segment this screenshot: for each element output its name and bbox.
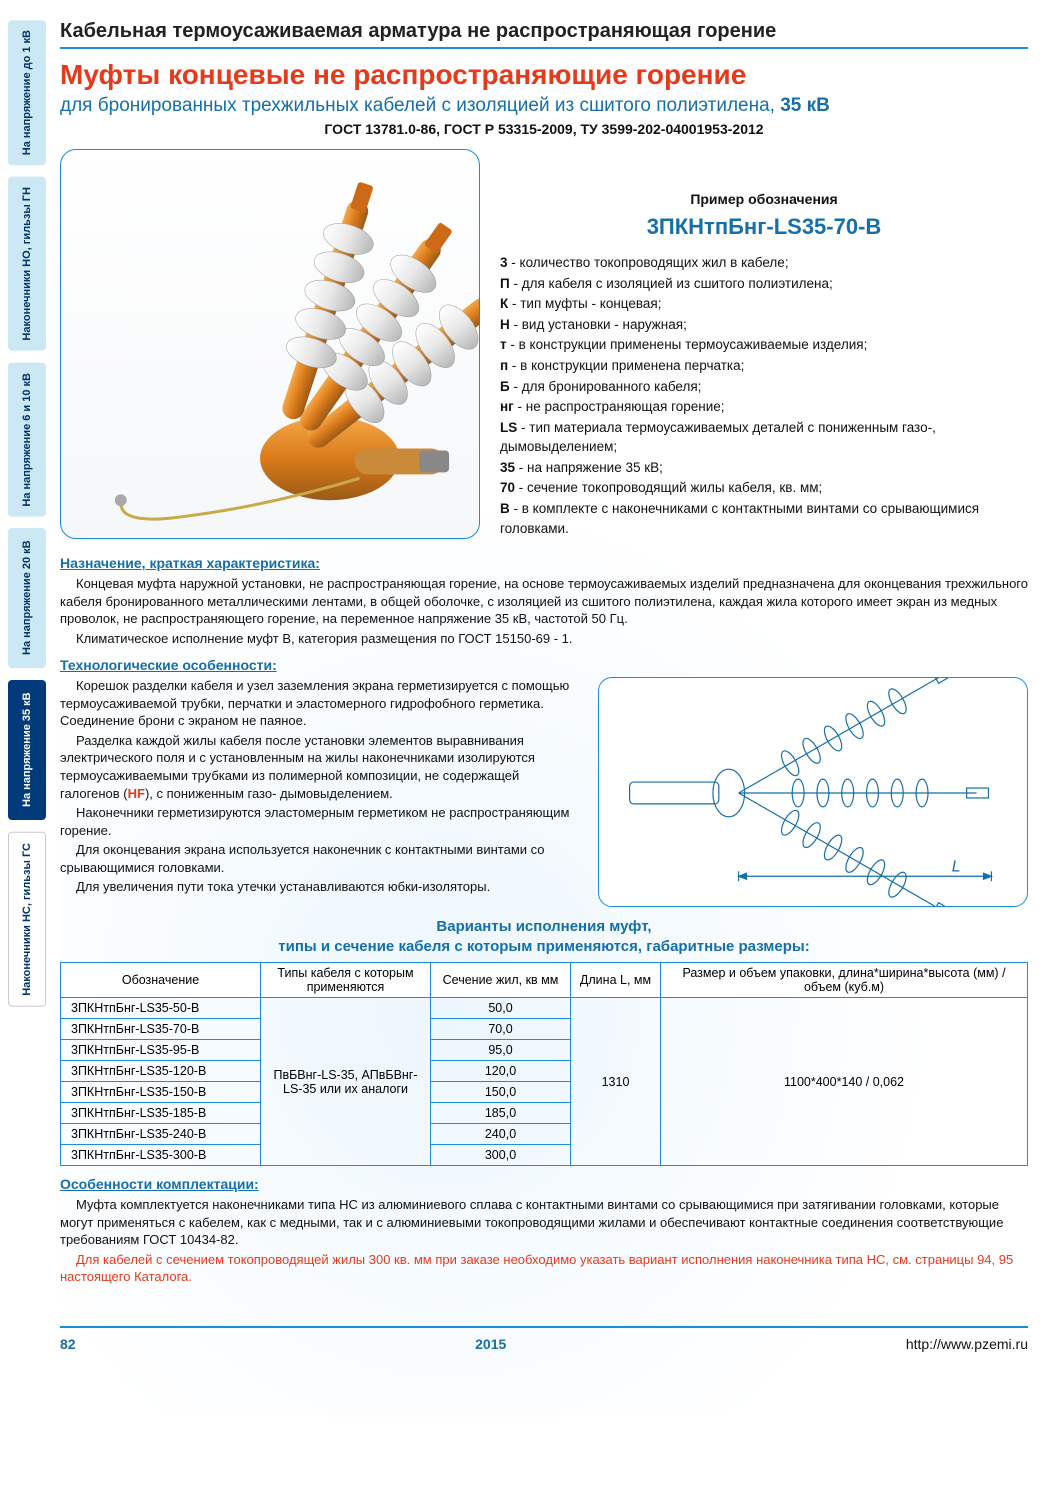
legend-item: П - для кабеля с изоляцией из сшитого по… (500, 274, 1028, 294)
table-title: Варианты исполнения муфт, типы и сечение… (60, 917, 1028, 956)
legend-item: К - тип муфты - концевая; (500, 294, 1028, 314)
col-designation: Обозначение (61, 963, 261, 998)
subtitle-voltage: 35 кВ (780, 95, 830, 116)
subtitle-main: для бронированных трехжильных кабелей с … (60, 95, 780, 116)
tech-heading: Технологические особенности: (60, 657, 1028, 673)
side-tab-no-gn[interactable]: Наконечники НО, гильзы ГН (8, 177, 46, 351)
col-section: Сечение жил, кв мм (431, 963, 571, 998)
page-title: Муфты концевые не распространяющие горен… (60, 59, 1028, 91)
dimension-diagram: L (598, 677, 1028, 907)
tech-text-4: Для оконцевания экрана используется нако… (60, 841, 582, 876)
side-tab-1kv[interactable]: На напряжение до 1 кВ (8, 20, 46, 165)
purpose-text-2: Климатическое исполнение муфт В, категор… (60, 630, 1028, 648)
page-number: 82 (60, 1336, 76, 1352)
kit-text-1: Муфта комплектуется наконечниками типа Н… (60, 1196, 1028, 1249)
tech-text-5: Для увеличения пути тока утечки устанавл… (60, 878, 582, 896)
page-subtitle: для бронированных трехжильных кабелей с … (60, 95, 1028, 117)
legend-item: Н - вид установки - наружная; (500, 315, 1028, 335)
col-cable-types: Типы кабеля с которым применяются (261, 963, 431, 998)
variants-table: Обозначение Типы кабеля с которым примен… (60, 962, 1028, 1166)
side-tab-ns-gs[interactable]: Наконечники НС, гильзы ГС (8, 832, 46, 1007)
kit-text-2: Для кабелей с сечением токопроводящей жи… (60, 1251, 1028, 1286)
legend-item: 35 - на напряжение 35 кВ; (500, 458, 1028, 478)
product-image (60, 149, 480, 539)
footer-year: 2015 (475, 1336, 506, 1352)
legend-item: нг - не распространяющая горение; (500, 397, 1028, 417)
legend-item: п - в конструкции применена перчатка; (500, 356, 1028, 376)
side-tab-35kv[interactable]: На напряжение 35 кВ (8, 680, 46, 820)
diagram-l-label: L (952, 859, 961, 876)
gost-standards: ГОСТ 13781.0-86, ГОСТ Р 53315-2009, ТУ 3… (60, 121, 1028, 137)
legend-item: Б - для бронированного кабеля; (500, 377, 1028, 397)
col-length: Длина L, мм (571, 963, 661, 998)
tech-text-1: Корешок разделки кабеля и узел заземлени… (60, 677, 582, 730)
hf-mark: HF (128, 786, 145, 801)
purpose-text-1: Концевая муфта наружной установки, не ра… (60, 575, 1028, 628)
legend-item: В - в комплекте с наконечниками с контак… (500, 499, 1028, 538)
side-tab-20kv[interactable]: На напряжение 20 кВ (8, 528, 46, 668)
legend-item: 70 - сечение токопроводящий жилы кабеля,… (500, 478, 1028, 498)
legend-item: т - в конструкции применены термоусажива… (500, 335, 1028, 355)
side-navigation: На напряжение до 1 кВ Наконечники НО, ги… (8, 20, 46, 1007)
tech-text-2: Разделка каждой жилы кабеля после устано… (60, 732, 582, 802)
footer-url: http://www.pzemi.ru (906, 1336, 1028, 1352)
side-tab-6-10kv[interactable]: На напряжение 6 и 10 кВ (8, 363, 46, 517)
purpose-heading: Назначение, краткая характеристика: (60, 555, 1028, 571)
legend-title: Пример обозначения (500, 189, 1028, 209)
tech-text-3: Наконечники герметизируются эластомерным… (60, 804, 582, 839)
col-pack: Размер и объем упаковки, длина*ширина*вы… (661, 963, 1028, 998)
table-row: 3ПКНтпБнг-LS35-50-ВПвБВнг-LS-35, АПвБВнг… (61, 998, 1028, 1019)
kit-heading: Особенности комплектации: (60, 1176, 1028, 1192)
legend-item: LS - тип материала термоусаживаемых дета… (500, 418, 1028, 457)
page-header: Кабельная термоусаживаемая арматура не р… (60, 20, 1028, 49)
legend-code: 3ПКНтпБнг-LS35-70-В (500, 211, 1028, 243)
legend-item: 3 - количество токопроводящих жил в кабе… (500, 253, 1028, 273)
designation-legend: Пример обозначения 3ПКНтпБнг-LS35-70-В 3… (500, 149, 1028, 539)
page-footer: 82 2015 http://www.pzemi.ru (60, 1326, 1028, 1352)
